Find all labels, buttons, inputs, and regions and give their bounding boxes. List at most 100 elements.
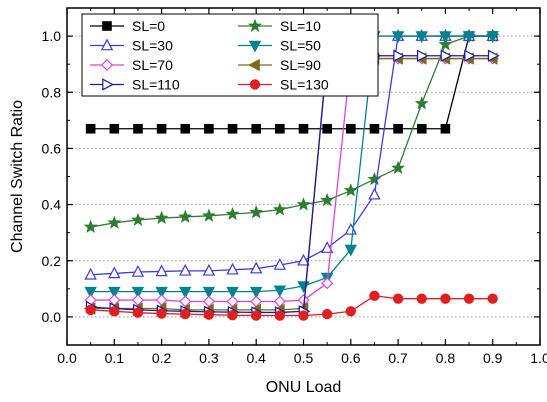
y-tick-label: 0.4	[42, 197, 62, 213]
y-tick-label: 0.8	[42, 84, 62, 100]
data-point	[321, 277, 334, 290]
legend-item: SL=130	[238, 77, 329, 93]
legend-label: SL=90	[280, 57, 321, 73]
data-point	[108, 286, 121, 299]
data-point	[367, 172, 382, 186]
x-tick-label: 0.0	[57, 350, 77, 366]
legend-swatch-marker	[248, 18, 262, 32]
data-point	[345, 306, 356, 317]
data-point	[440, 123, 451, 134]
series-group	[83, 28, 500, 321]
legend-swatch-marker	[100, 58, 114, 72]
data-point	[440, 293, 451, 304]
legend-item: SL=50	[238, 38, 321, 54]
legend-label: SL=110	[132, 77, 180, 93]
data-point	[154, 210, 169, 224]
data-point	[344, 244, 357, 257]
data-point	[320, 193, 335, 207]
data-point	[155, 264, 168, 277]
legend-item: SL=110	[90, 77, 180, 93]
legend-swatch-marker	[102, 78, 114, 91]
series-sl-10	[83, 28, 500, 233]
data-point	[133, 123, 143, 134]
data-point	[178, 209, 193, 223]
legend-item: SL=10	[238, 18, 321, 34]
data-point	[180, 308, 191, 320]
data-point	[415, 31, 428, 44]
y-axis-title: Channel Switch Ratio	[9, 100, 26, 253]
data-point	[487, 293, 498, 304]
data-point	[274, 310, 286, 321]
data-point	[343, 183, 358, 197]
data-point	[156, 123, 167, 134]
data-point	[132, 307, 144, 318]
data-point	[249, 205, 264, 219]
data-point	[156, 308, 167, 319]
data-point	[462, 31, 476, 44]
data-point	[320, 241, 334, 253]
data-point	[272, 202, 287, 216]
data-point	[201, 208, 216, 222]
legend-label: SL=70	[132, 57, 173, 73]
legend-swatch-marker	[102, 21, 112, 31]
data-point	[439, 31, 452, 44]
data-point	[226, 286, 239, 299]
legend-item: SL=0	[90, 18, 165, 34]
data-point	[296, 197, 311, 211]
data-point	[369, 290, 380, 302]
data-point	[463, 293, 475, 304]
data-point	[273, 285, 287, 298]
data-point	[487, 49, 500, 62]
data-point	[275, 123, 285, 134]
data-point	[109, 306, 120, 317]
legend-box	[81, 13, 379, 97]
data-point	[226, 262, 239, 275]
y-tick-label: 0.2	[42, 253, 62, 269]
data-point	[346, 123, 356, 134]
y-tick-label: 0.6	[42, 140, 62, 156]
legend-swatch-marker	[248, 58, 260, 72]
x-tick-label: 0.7	[388, 350, 408, 366]
data-point	[251, 123, 261, 134]
x-tick-label: 0.9	[483, 350, 503, 366]
data-point	[108, 266, 121, 279]
data-point	[464, 49, 477, 62]
data-point	[180, 123, 191, 134]
data-point	[344, 222, 357, 235]
data-point	[298, 310, 309, 321]
data-point	[438, 37, 453, 51]
data-point	[391, 31, 405, 44]
data-point	[85, 304, 96, 316]
y-tick-label: 1.0	[42, 28, 62, 44]
data-point	[202, 286, 216, 299]
x-tick-label: 0.8	[436, 350, 456, 366]
x-tick-label: 0.2	[152, 350, 172, 366]
y-tick-label: 0.0	[42, 309, 62, 325]
x-tick-label: 0.6	[341, 350, 361, 366]
data-point	[416, 49, 429, 62]
data-point	[393, 49, 406, 62]
data-point	[416, 123, 427, 134]
legend: SL=0 SL=10 SL=30 SL=50 SL=70 SL=90 SL=110 SL=13…	[81, 13, 379, 97]
data-point	[251, 310, 262, 321]
data-point	[440, 49, 453, 62]
data-point	[414, 96, 429, 110]
data-point	[391, 160, 406, 174]
data-point	[84, 267, 97, 280]
legend-item: SL=90	[238, 57, 321, 73]
legend-item: SL=70	[90, 57, 173, 73]
data-point	[368, 187, 381, 200]
legend-label: SL=130	[280, 77, 329, 93]
data-point	[83, 219, 98, 233]
axis-ticks: 0.0 0.1 0.2 0.3 0.4 0.5 0.6 0.7 0.8 0.9 1.0 0.0 0.2 0…	[42, 7, 547, 366]
data-point	[203, 309, 215, 320]
data-point	[202, 263, 216, 276]
data-point	[393, 123, 403, 134]
data-point	[250, 286, 263, 299]
series-line	[90, 35, 493, 293]
series-line	[90, 35, 493, 228]
data-point	[486, 31, 499, 44]
x-tick-label: 0.4	[246, 350, 266, 366]
data-point	[369, 123, 380, 134]
